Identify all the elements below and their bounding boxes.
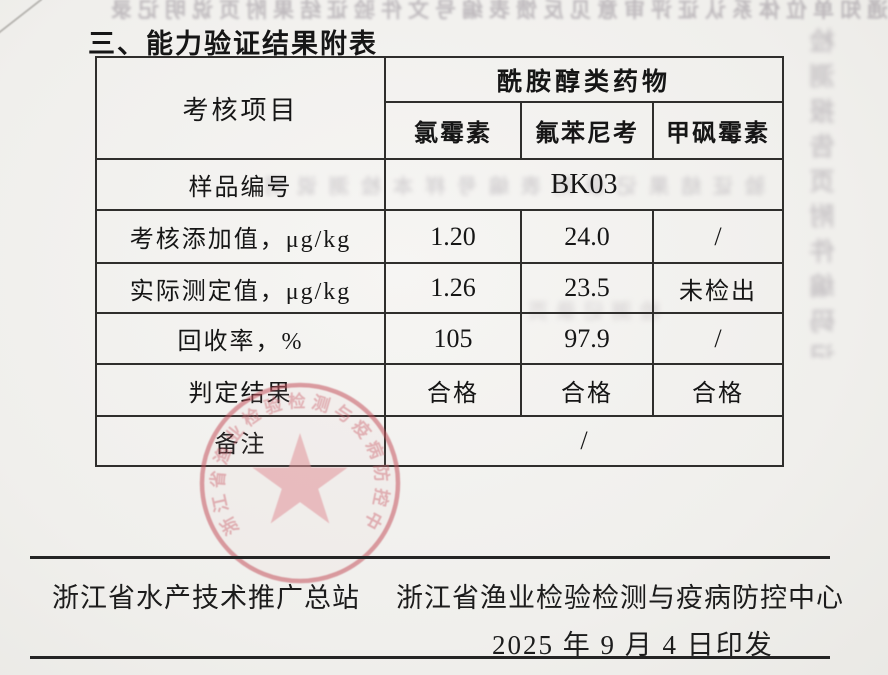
table-row-spiked-value: 考核添加值，μg/kg 1.20 24.0 /	[95, 209, 784, 264]
value-cell: 23.5	[520, 262, 654, 314]
header-cell-drug-1: 氯霉素	[384, 101, 522, 160]
bleedthrough-text-right: 检测报告页附件编码记录	[810, 28, 838, 358]
seal-star-icon	[252, 433, 348, 524]
row-label: 实际测定值，μg/kg	[95, 262, 386, 314]
value-cell: 合格	[520, 363, 654, 417]
official-seal: 浙江省渔业检验检测与疫病防控中心	[199, 382, 401, 584]
row-label: 备注	[95, 415, 386, 467]
footer-rule-top	[30, 556, 830, 559]
value-cell: 1.26	[384, 262, 522, 314]
value-cell: 合格	[384, 363, 522, 417]
header-cell-drug-3: 甲砜霉素	[652, 101, 784, 160]
value-cell: 合格	[652, 363, 784, 417]
value-cell: /	[652, 209, 784, 264]
table-row-measured-value: 实际测定值，μg/kg 1.26 23.5 未检出	[95, 262, 784, 314]
value-cell: 105	[384, 312, 522, 365]
page-title: 三、能力验证结果附表	[88, 29, 378, 59]
table-row-judgement: 判定结果 合格 合格 合格	[95, 363, 784, 417]
row-label: 回收率，%	[95, 312, 386, 365]
footer-organizations: 浙江省水产技术推广总站 浙江省渔业检验检测与疫病防控中心	[52, 576, 844, 615]
results-table: 考核项目 酰胺醇类药物 氯霉素 氟苯尼考 甲砜霉素 样品编号 BK03 考核添加…	[95, 56, 784, 467]
value-cell: 24.0	[520, 209, 654, 264]
footer-org-left: 浙江省水产技术推广总站	[52, 583, 360, 613]
value-cell-remarks: /	[384, 415, 784, 467]
header-cell-drug-group: 酰胺醇类药物	[384, 56, 784, 103]
table-row-sample-id: 样品编号 BK03	[95, 158, 784, 211]
table-row-remarks: 备注 /	[95, 415, 784, 467]
value-cell-sample-id: BK03	[384, 158, 784, 211]
scan-corner-mark	[0, 0, 43, 36]
table-row-recovery-rate: 回收率，% 105 97.9 /	[95, 312, 784, 365]
footer-rule-bottom	[30, 656, 830, 659]
row-label: 考核添加值，μg/kg	[95, 209, 386, 264]
value-cell: /	[652, 312, 784, 365]
footer-org-right: 浙江省渔业检验检测与疫病防控中心	[396, 583, 844, 613]
row-label: 样品编号	[95, 158, 386, 211]
value-cell: 1.20	[384, 209, 522, 264]
footer-issue-date: 2025 年 9 月 4 日印发	[492, 630, 774, 660]
bleedthrough-text-top: 通知单位体系认证评审意见反馈表编号文件验证结果附页说明记录	[105, 0, 888, 22]
value-cell: 97.9	[520, 312, 654, 365]
header-cell-assessment-item: 考核项目	[95, 56, 386, 160]
value-cell: 未检出	[652, 262, 784, 314]
row-label: 判定结果	[95, 363, 386, 417]
header-cell-drug-2: 氟苯尼考	[520, 101, 654, 160]
